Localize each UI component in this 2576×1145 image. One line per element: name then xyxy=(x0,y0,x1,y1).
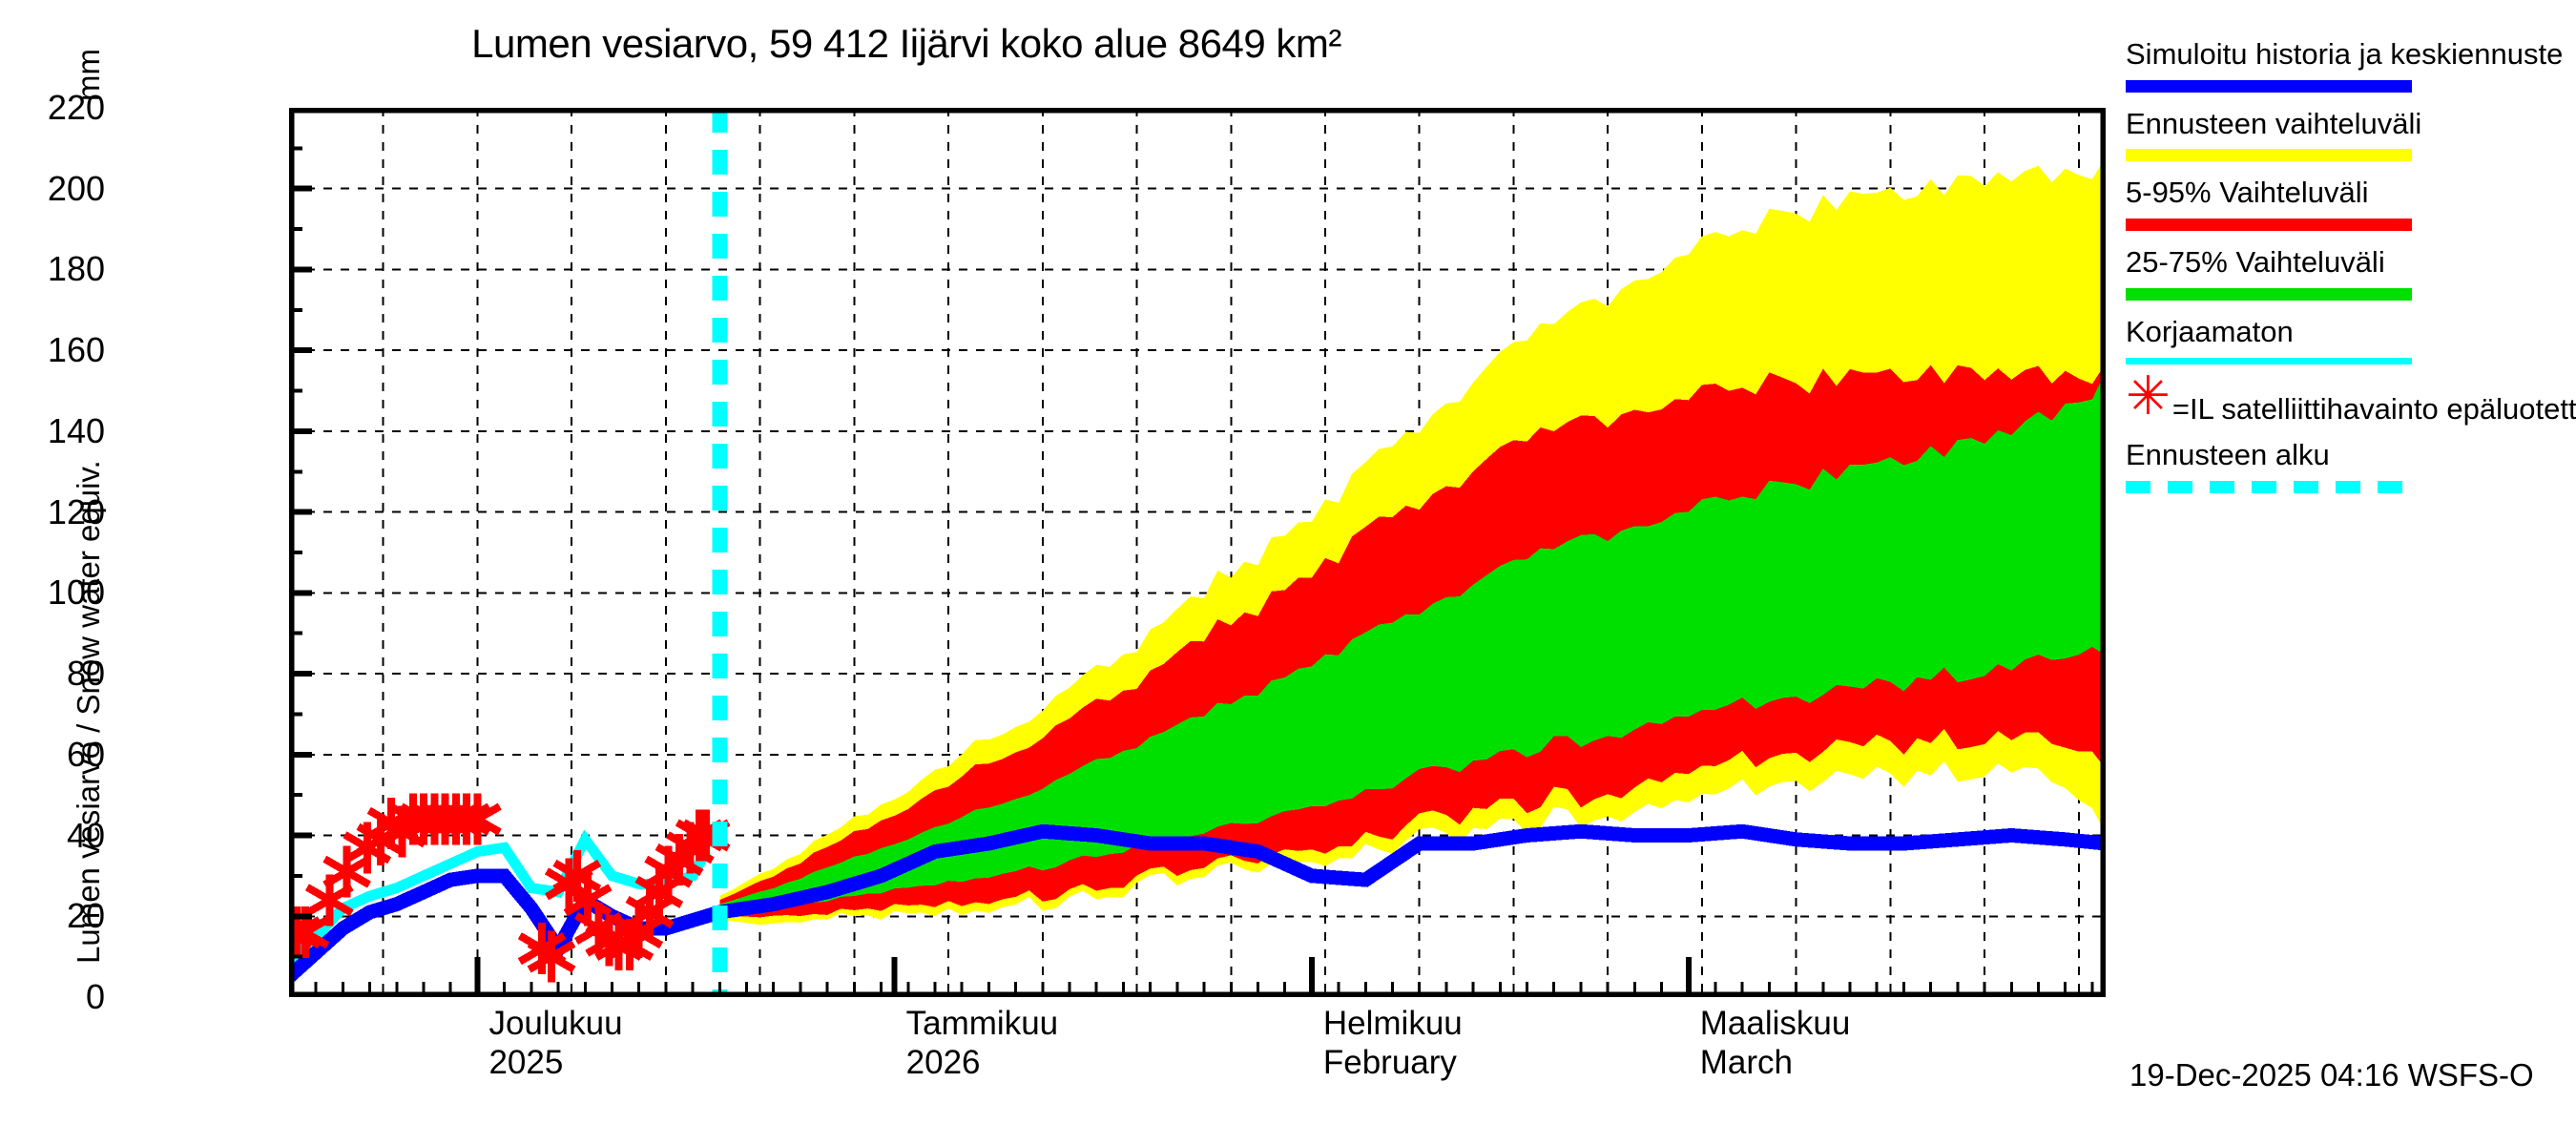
x-tick-label-primary: Maaliskuu xyxy=(1699,1005,1851,1042)
legend-swatch-range xyxy=(2126,149,2412,162)
legend-label-mean: Simuloitu historia ja keskiennuste xyxy=(2126,37,2564,71)
forecast-bands xyxy=(719,156,2106,926)
y-tick-200: 200 xyxy=(47,168,105,208)
y-tick-220: 220 xyxy=(47,88,105,127)
legend-label-p5p95: 5-95% Vaihteluväli xyxy=(2126,176,2369,210)
legend-item-p5p95: 5-95% Vaihteluväli xyxy=(2126,176,2574,232)
legend-label-uncorrected: Korjaamaton xyxy=(2126,314,2294,348)
legend-swatch-forecast-start xyxy=(2126,481,2412,494)
satellite-marker xyxy=(431,793,481,845)
satellite-marker xyxy=(453,793,502,845)
chart-canvas xyxy=(289,108,2106,997)
y-tick-180: 180 xyxy=(47,249,105,289)
y-tick-60: 60 xyxy=(66,734,105,774)
satellite-marker xyxy=(563,874,613,926)
legend-item-range: Ennusteen vaihteluväli xyxy=(2126,106,2574,162)
y-tick-80: 80 xyxy=(66,654,105,694)
chart-legend: Simuloitu historia ja keskiennuste Ennus… xyxy=(2126,37,2576,509)
satellite-marker xyxy=(527,930,576,983)
legend-label-satellite: =IL satelliittihavainto epäluotettava xyxy=(2171,391,2576,426)
y-tick-120: 120 xyxy=(47,491,105,531)
x-tick-label-1: Tammikuu 2026 xyxy=(906,1004,1058,1083)
plot-area xyxy=(289,108,2106,997)
x-tick-label-3: Maaliskuu March xyxy=(1700,1004,1851,1083)
asterisk-icon: ✳ xyxy=(2126,364,2171,426)
x-tick-label-0: Joulukuu 2025 xyxy=(488,1004,622,1083)
chart-title: Lumen vesiarvo, 59 412 Iijärvi koko alue… xyxy=(471,21,1341,66)
x-tick-label-secondary: 2025 xyxy=(488,1044,564,1082)
x-tick-label-secondary: March xyxy=(1699,1044,1794,1082)
mean-forecast-line xyxy=(289,823,2106,983)
legend-swatch-mean xyxy=(2126,79,2412,93)
x-tick-label-primary: Helmikuu xyxy=(1322,1005,1463,1042)
y-tick-40: 40 xyxy=(66,815,105,855)
x-tick-label-primary: Tammikuu xyxy=(905,1005,1059,1042)
axis-ticks xyxy=(289,108,2094,997)
y-tick-160: 160 xyxy=(47,330,105,370)
legend-swatch-p25p75 xyxy=(2126,287,2412,301)
x-tick-label-secondary: February xyxy=(1322,1044,1457,1082)
x-tick-label-2: Helmikuu February xyxy=(1323,1004,1463,1083)
y-tick-140: 140 xyxy=(47,410,105,450)
legend-item-satellite: ✳ =IL satelliittihavainto epäluotettava xyxy=(2126,364,2576,427)
legend-swatch-p5p95 xyxy=(2126,219,2412,232)
x-tick-label-primary: Joulukuu xyxy=(488,1005,623,1042)
y-axis-label: Lumen vesiarvo / Snow water equiv. xyxy=(71,460,106,964)
legend-item-forecast-start: Ennusteen alku xyxy=(2126,438,2574,494)
legend-swatch-uncorrected xyxy=(2126,357,2412,364)
satellite-marker xyxy=(322,845,372,898)
y-tick-0: 0 xyxy=(85,977,105,1016)
legend-label-forecast-start: Ennusteen alku xyxy=(2126,438,2330,472)
line-mean-forecast xyxy=(289,823,2106,983)
satellite-marker xyxy=(442,793,491,845)
timestamp-stamp: 19-Dec-2025 04:16 WSFS-O xyxy=(2129,1057,2534,1093)
x-tick-label-secondary: 2026 xyxy=(905,1044,981,1082)
x-axis-tick-labels: Joulukuu 2025 Tammikuu 2026 Helmikuu February… xyxy=(289,1004,2106,1137)
legend-item-mean: Simuloitu historia ja keskiennuste xyxy=(2126,37,2574,93)
y-tick-100: 100 xyxy=(47,572,105,613)
legend-label-range: Ennusteen vaihteluväli xyxy=(2126,106,2422,140)
legend-item-uncorrected: Korjaamaton xyxy=(2126,314,2574,364)
band-p25_p75 xyxy=(719,372,2106,912)
y-tick-20: 20 xyxy=(66,896,105,936)
legend-label-p25p75: 25-75% Vaihteluväli xyxy=(2126,245,2385,280)
legend-item-p25p75: 25-75% Vaihteluväli xyxy=(2126,245,2574,301)
